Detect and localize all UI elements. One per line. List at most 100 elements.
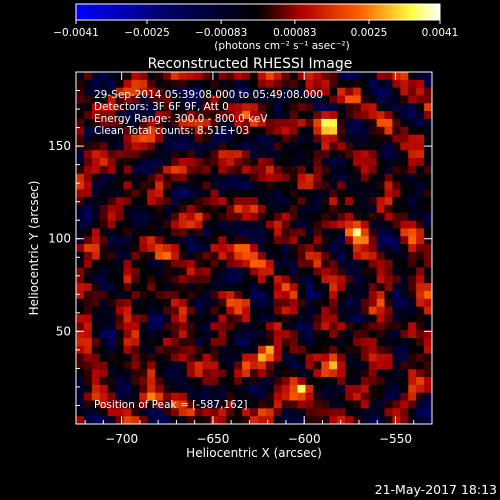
heatmap-cell <box>352 259 362 269</box>
heatmap-cell <box>257 244 267 253</box>
heatmap-cell <box>337 337 346 347</box>
heatmap-cell <box>218 259 227 269</box>
heatmap-cell <box>234 330 243 339</box>
heatmap-cell <box>321 72 330 81</box>
heatmap-cell <box>360 220 370 230</box>
heatmap-cell <box>202 267 212 276</box>
heatmap-cell <box>234 72 243 81</box>
heatmap-cell <box>91 220 101 230</box>
heatmap-cell <box>400 377 409 386</box>
heatmap-cell <box>352 95 362 104</box>
heatmap-cell <box>107 197 117 206</box>
heatmap-cell <box>107 345 117 355</box>
heatmap-cell <box>305 158 314 167</box>
heatmap-cell <box>257 197 267 206</box>
heatmap-cell <box>76 228 85 237</box>
heatmap-cell <box>91 345 101 355</box>
heatmap-cell <box>123 361 132 370</box>
heatmap-cell <box>400 142 409 151</box>
heatmap-cell <box>186 126 196 136</box>
heatmap-cell <box>202 126 212 136</box>
heatmap-cell <box>139 392 148 402</box>
heatmap-cell <box>194 87 204 97</box>
heatmap-cell <box>123 298 132 308</box>
heatmap-cell <box>186 158 196 167</box>
heatmap-cell <box>408 134 417 143</box>
heatmap-cell <box>313 165 322 175</box>
heatmap-cell <box>194 330 204 339</box>
heatmap-cell <box>139 267 148 276</box>
heatmap-cell <box>234 181 243 190</box>
heatmap-cell <box>376 337 386 347</box>
heatmap-cell <box>242 173 251 183</box>
heatmap-cell <box>76 197 85 206</box>
heatmap-cell <box>352 244 362 253</box>
heatmap-cell <box>360 267 370 276</box>
heatmap-cell <box>337 150 346 159</box>
heatmap-cell <box>265 165 275 175</box>
heatmap-cell <box>163 361 172 370</box>
heatmap-cell <box>273 408 283 417</box>
heatmap-cell <box>305 87 314 97</box>
heatmap-cell <box>155 267 164 276</box>
heatmap-cell <box>257 416 267 424</box>
heatmap-cell <box>313 79 322 89</box>
heatmap-cell <box>218 212 227 222</box>
heatmap-cell <box>226 283 235 292</box>
heatmap-cell <box>400 267 409 276</box>
heatmap-cell <box>115 291 125 300</box>
heatmap-cell <box>289 95 299 104</box>
heatmap-cell <box>99 345 109 355</box>
heatmap-cell <box>313 306 322 316</box>
heatmap-cell <box>226 337 235 347</box>
heatmap-cell <box>131 337 140 347</box>
heatmap-cell <box>76 118 85 128</box>
heatmap-cell <box>368 142 378 151</box>
heatmap-cell <box>170 400 180 409</box>
heatmap-cell <box>376 87 386 97</box>
heatmap-cell <box>210 283 219 292</box>
heatmap-cell <box>163 158 172 167</box>
heatmap-cell <box>416 204 425 214</box>
heatmap-cell <box>170 377 180 386</box>
heatmap-cell <box>234 337 243 347</box>
heatmap-cell <box>123 173 132 183</box>
heatmap-cell <box>178 337 188 347</box>
heatmap-cell <box>289 408 299 417</box>
heatmap-cell <box>123 118 132 128</box>
heatmap-cell <box>368 103 378 112</box>
heatmap-cell <box>226 275 235 284</box>
heatmap-cell <box>352 267 362 276</box>
heatmap-cell <box>107 95 117 104</box>
heatmap-cell <box>305 361 314 370</box>
heatmap-cell <box>392 126 401 136</box>
heatmap-cell <box>424 165 432 175</box>
heatmap-cell <box>424 87 432 97</box>
heatmap-cell <box>416 314 425 323</box>
heatmap-cell <box>305 165 314 175</box>
heatmap-cell <box>265 204 275 214</box>
heatmap-cell <box>170 126 180 136</box>
heatmap-cell <box>202 204 212 214</box>
heatmap-cell <box>289 337 299 347</box>
heatmap-cell <box>416 384 425 394</box>
heatmap-cell <box>305 384 314 394</box>
heatmap-cell <box>384 353 394 363</box>
heatmap-cell <box>344 212 354 222</box>
heatmap-cell <box>257 173 267 183</box>
heatmap-cell <box>210 267 219 276</box>
heatmap-cell <box>99 298 109 308</box>
heatmap-cell <box>416 283 425 292</box>
heatmap-cell <box>368 361 378 370</box>
heatmap-cell <box>321 283 330 292</box>
heatmap-cell <box>83 337 93 347</box>
heatmap-cell <box>170 72 180 81</box>
heatmap-cell <box>352 251 362 261</box>
heatmap-cell <box>83 228 93 237</box>
heatmap-cell <box>329 197 338 206</box>
heatmap-cell <box>139 377 148 386</box>
heatmap-cell <box>83 189 93 198</box>
heatmap-cell <box>202 361 212 370</box>
heatmap-cell <box>155 306 164 316</box>
